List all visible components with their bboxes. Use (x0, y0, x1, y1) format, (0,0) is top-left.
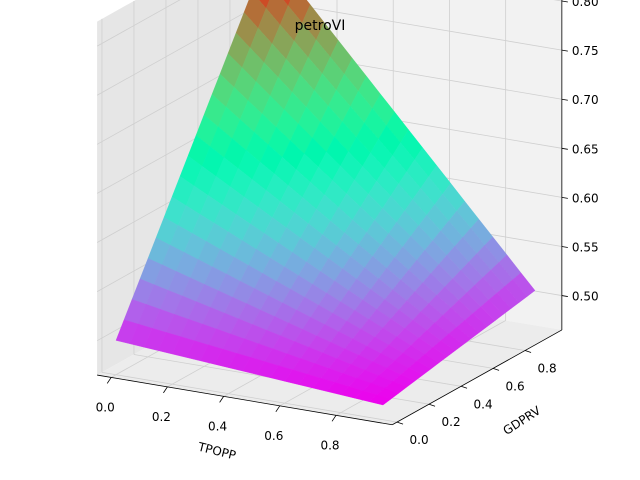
z-tick-mark (561, 147, 568, 150)
surface-patch (283, 0, 291, 7)
z-tick-label: 0.60 (572, 191, 599, 205)
x-tick-mark (163, 386, 168, 394)
surface-patch (368, 394, 392, 406)
y-gridline (101, 371, 398, 423)
surface (115, 0, 536, 406)
z-gridline (96, 0, 267, 96)
x-tick-label: 0.8 (320, 438, 339, 452)
x-axis-label: TPOPP (196, 439, 238, 462)
chart-title: petroVI (295, 18, 346, 34)
z-tick-label: 0.75 (572, 44, 599, 58)
y-tick-mark (428, 403, 436, 407)
y-tick-mark (524, 350, 532, 353)
z-tick-mark (561, 196, 568, 199)
x-tick-label: 0.0 (96, 400, 115, 414)
x-tick-label: 0.2 (152, 410, 171, 424)
x-tick-mark (106, 377, 112, 384)
x-tick-label: 0.4 (208, 419, 227, 433)
z-tick-label: 0.55 (572, 241, 599, 255)
x-tick-mark (219, 396, 224, 403)
y-tick-label: 0.4 (474, 397, 493, 411)
z-tick-mark (561, 295, 568, 297)
x-tick-mark (275, 405, 281, 413)
y-tick-label: 0.2 (442, 415, 461, 429)
z-gridline (266, 0, 562, 51)
z-tick-label: 0.50 (572, 290, 599, 304)
y-tick-mark (492, 368, 500, 371)
y-axis-label: GDPRV (501, 403, 544, 438)
y-axis-line (392, 329, 563, 426)
y-tick-mark (396, 421, 404, 425)
axis-lines (97, 0, 563, 426)
y-tick-label: 0.6 (506, 379, 525, 393)
tick-labels: 0.0 0.2 0.4 0.6 0.8 0.0 0.2 0.4 0.6 0.8 0.50 0.55 0.… (96, 0, 599, 452)
x-axis-line (97, 374, 393, 426)
z-gridline (96, 0, 181, 47)
z-tick-mark (561, 98, 568, 101)
z-tick-label: 0.65 (572, 142, 599, 156)
y-tick-label: 0.0 (410, 433, 429, 447)
z-tick-mark (561, 246, 568, 248)
z-tick-label: 0.80 (572, 0, 599, 9)
z-tick-label: 0.70 (572, 93, 599, 107)
x-tick-mark (331, 415, 337, 422)
z-tick-mark (561, 49, 568, 52)
x-tick-label: 0.6 (264, 429, 283, 443)
y-tick-label: 0.8 (538, 362, 557, 376)
z-tick-mark (561, 0, 568, 3)
y-tick-mark (460, 385, 468, 389)
